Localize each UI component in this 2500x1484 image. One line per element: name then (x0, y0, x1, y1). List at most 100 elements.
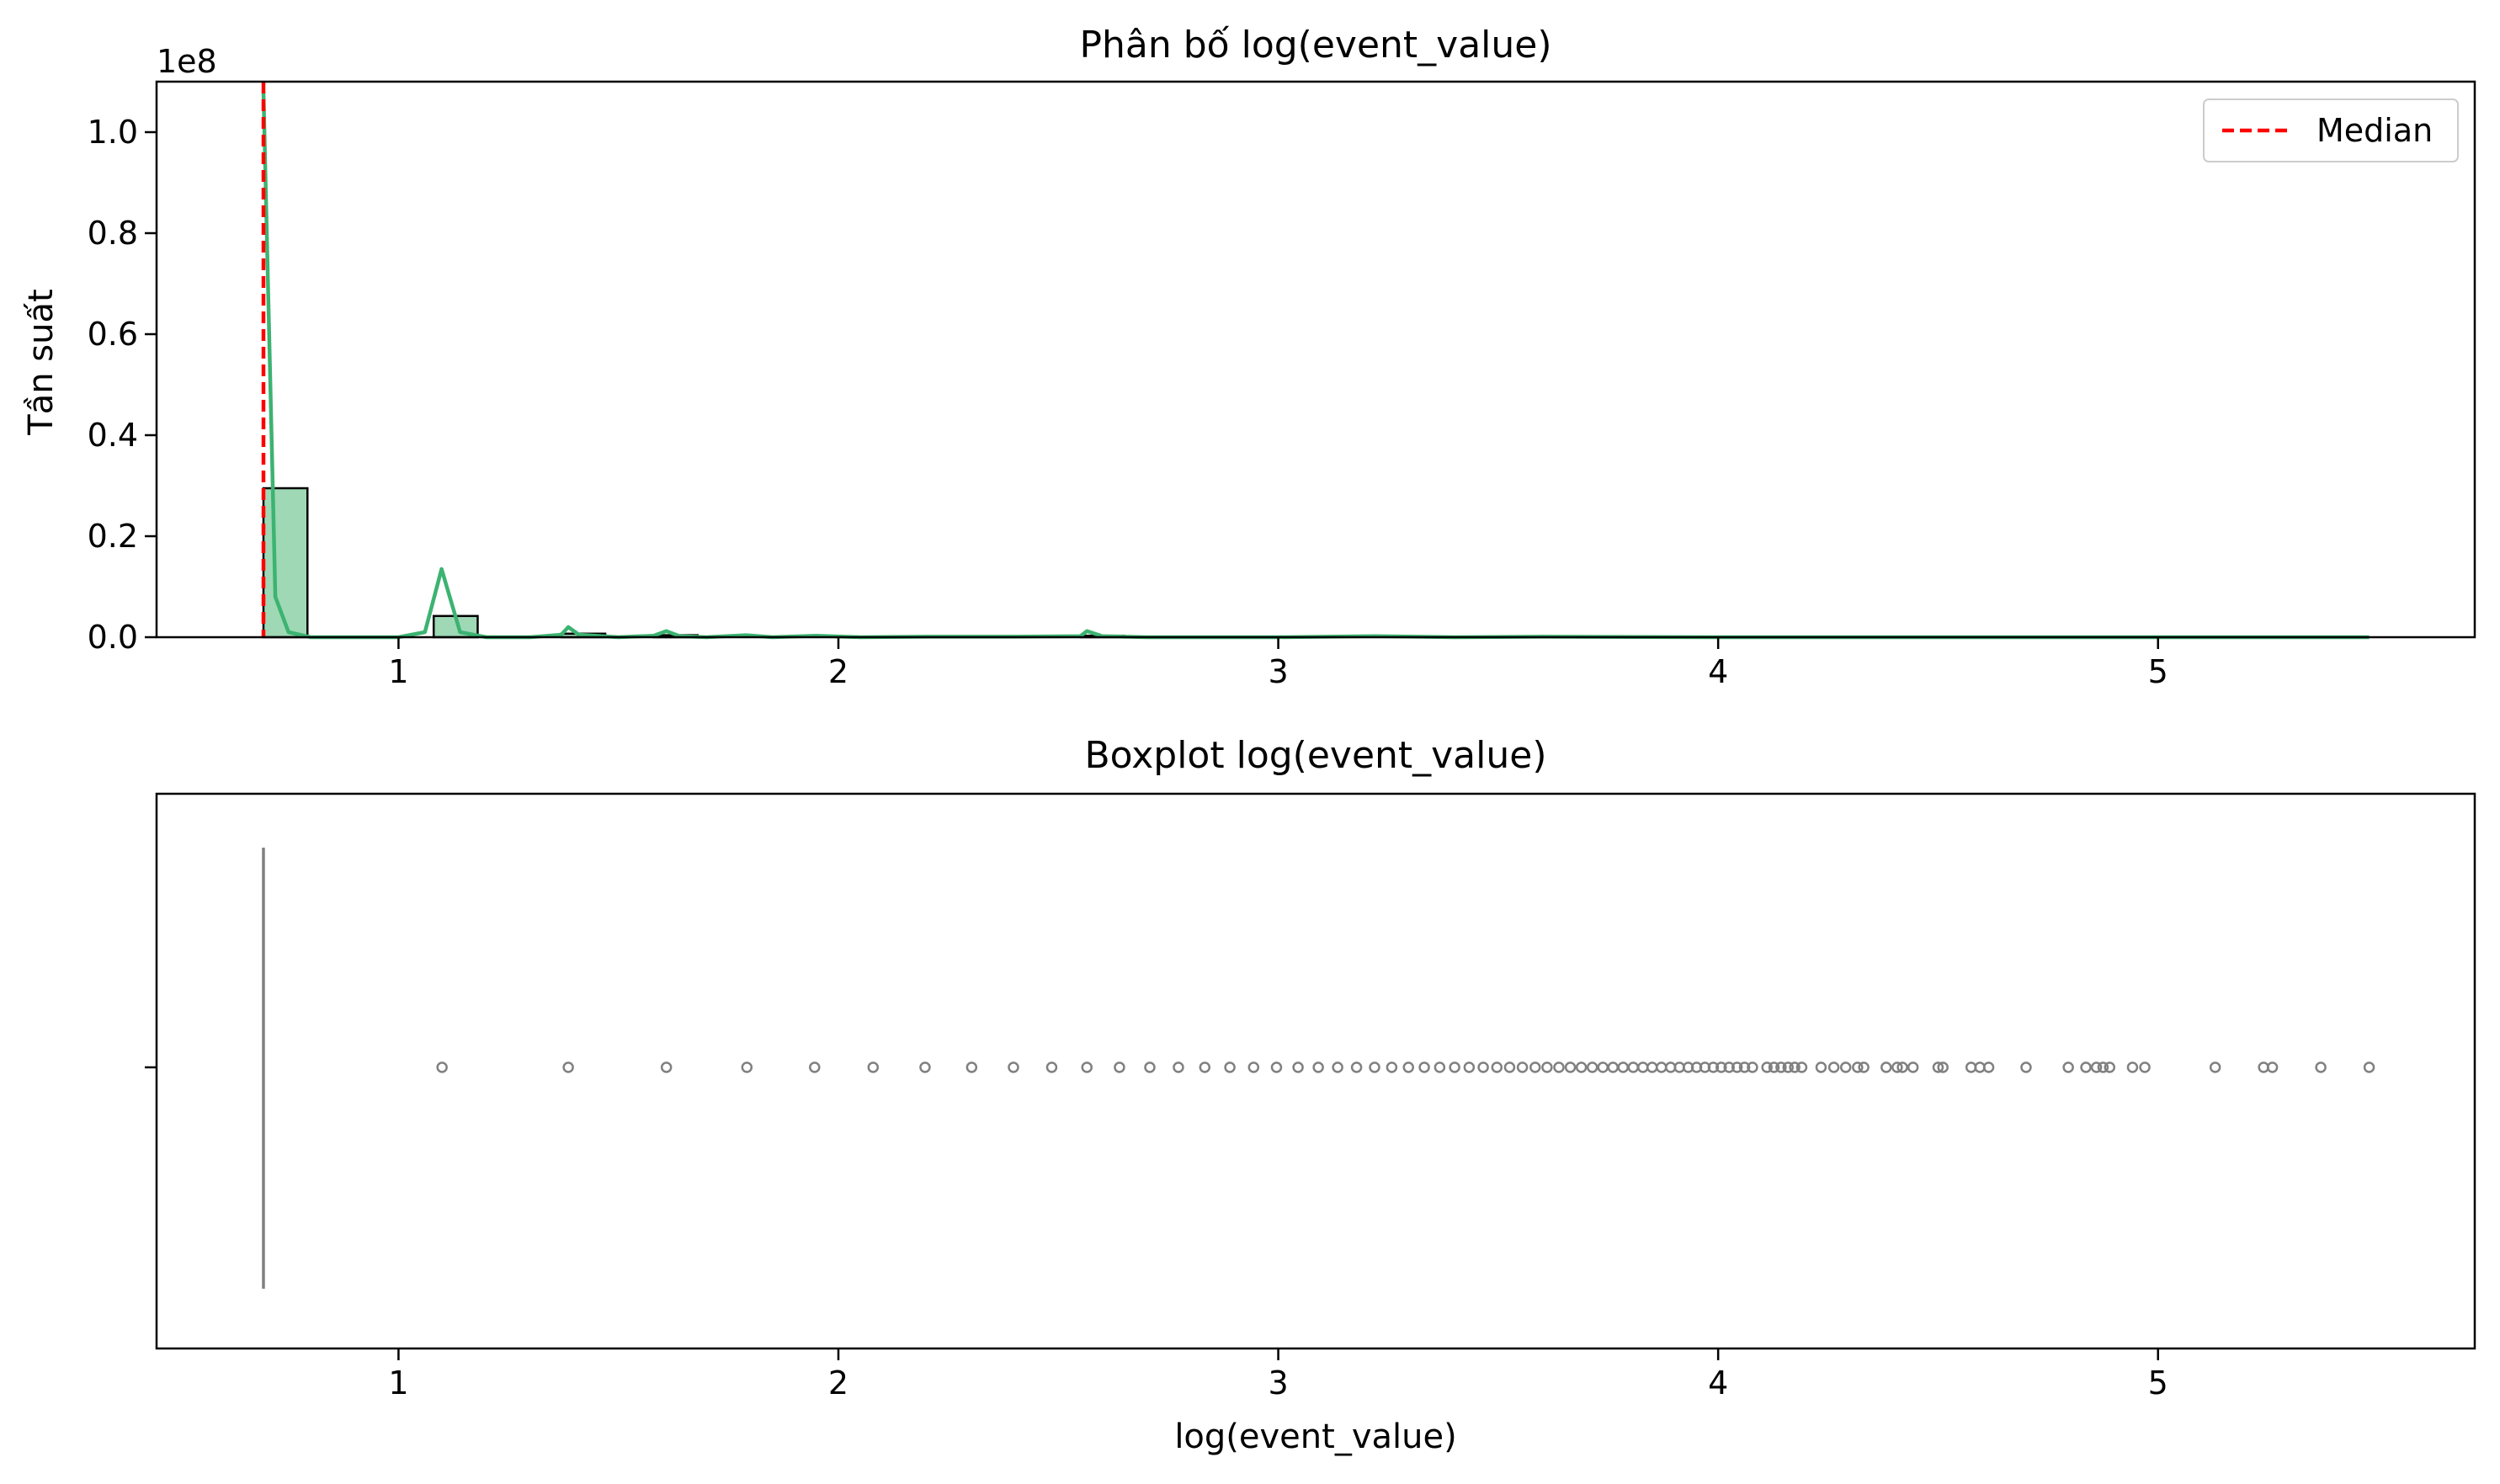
legend-box (2203, 98, 2459, 162)
outlier-point (1541, 1061, 1553, 1073)
outlier-point (1369, 1061, 1380, 1073)
outlier-point (1312, 1061, 1324, 1073)
outlier-point (1782, 1061, 1795, 1073)
outlier-point (1247, 1061, 1260, 1073)
x-tick-label: 4 (1708, 1364, 1728, 1402)
outlier-point (1081, 1061, 1093, 1073)
outlier-point (1008, 1061, 1019, 1073)
x-tick-label: 3 (1268, 653, 1288, 690)
x-tick-label: 1 (388, 653, 408, 690)
outlier-point (1731, 1061, 1743, 1073)
outlier-point (1114, 1061, 1125, 1073)
outlier-point (1386, 1061, 1398, 1073)
outlier-point (1761, 1061, 1773, 1073)
outlier-point (1768, 1061, 1780, 1073)
outlier-point (1564, 1061, 1577, 1073)
histogram-y-axis-label: Tần suất (22, 289, 61, 435)
histogram-y-ticks: 0.0 0.2 0.4 0.6 0.8 1.0 (88, 114, 157, 656)
outlier-point (1491, 1061, 1503, 1073)
kde-curve (261, 91, 2370, 640)
outlier-point (2080, 1061, 2092, 1073)
kde-curve-group (261, 91, 2370, 640)
outlier-point (1738, 1061, 1751, 1073)
outlier-point (562, 1061, 574, 1073)
outlier-point (1852, 1061, 1864, 1073)
boxplot-panel: Boxplot log(event_value) 1 2 3 4 5 log(event… (145, 734, 2476, 1456)
outlier-point (1627, 1061, 1640, 1073)
outlier-point (1982, 1061, 1995, 1073)
legend: Median (2203, 98, 2459, 162)
y-tick-label: 0.0 (88, 619, 138, 656)
outlier-point (1775, 1061, 1787, 1073)
outlier-point (1655, 1061, 1668, 1073)
outlier-point (2090, 1061, 2103, 1073)
outlier-point (1607, 1061, 1620, 1073)
outlier-point (1402, 1061, 1415, 1073)
outlier-point (1449, 1061, 1460, 1073)
x-tick-label: 1 (388, 1364, 408, 1402)
histogram-bars (262, 487, 1125, 639)
outlier-point (2104, 1061, 2116, 1073)
x-tick-label: 5 (2148, 653, 2168, 690)
outlier-point (2363, 1061, 2375, 1073)
outlier-point (1575, 1061, 1588, 1073)
outlier-point (2139, 1061, 2151, 1073)
outlier-point (1880, 1061, 1892, 1073)
outlier-point (1646, 1061, 1658, 1073)
outlier-point (1173, 1061, 1184, 1073)
outlier-point (1715, 1061, 1727, 1073)
outlier-point (2062, 1061, 2074, 1073)
outlier-point (2209, 1061, 2221, 1073)
outlier-point (1503, 1061, 1516, 1073)
boxplot-title: Boxplot log(event_value) (1084, 734, 1546, 777)
outlier-point (1516, 1061, 1529, 1073)
outlier-point (1418, 1061, 1430, 1073)
boxplot-x-axis-label: log(event_value) (1174, 1418, 1456, 1456)
outlier-point (1937, 1061, 1949, 1073)
x-tick-label: 3 (1268, 1364, 1288, 1402)
outlier-point (2020, 1061, 2032, 1073)
outlier-point (1332, 1061, 1343, 1073)
outlier-point (1350, 1061, 1363, 1073)
outlier-point (1723, 1061, 1735, 1073)
outlier-point (867, 1061, 880, 1073)
outlier-point (1896, 1061, 1908, 1073)
histogram-axes-frame (155, 80, 2476, 639)
outlier-point (965, 1061, 978, 1073)
y-offset-text: 1e8 (157, 43, 217, 80)
outlier-point (2097, 1061, 2109, 1073)
outlier-point (1827, 1061, 1840, 1073)
outlier-point (1789, 1061, 1801, 1073)
histogram-panel: Phân bố log(event_value) 1e8 Tần suất 1 2… (22, 24, 2476, 690)
outlier-point (1463, 1061, 1476, 1073)
outlier-point (1224, 1061, 1236, 1073)
outlier-point (436, 1061, 448, 1073)
outlier-point (1839, 1061, 1852, 1073)
y-tick-label: 0.4 (88, 417, 138, 454)
x-tick-label: 4 (1708, 653, 1728, 690)
outlier-point (1617, 1061, 1630, 1073)
outlier-point (1292, 1061, 1304, 1073)
outlier-point (2266, 1061, 2279, 1073)
outlier-point (919, 1061, 931, 1073)
outlier-point (1747, 1061, 1758, 1073)
outlier-point (1637, 1061, 1649, 1073)
outlier-point (1586, 1061, 1598, 1073)
x-tick-label: 2 (828, 1364, 848, 1402)
outlier-point (741, 1061, 753, 1073)
outlier-point (1907, 1061, 1919, 1073)
outlier-point (1891, 1061, 1903, 1073)
y-tick-label: 0.6 (88, 316, 138, 353)
histogram-bar (262, 487, 309, 639)
outlier-point (2315, 1061, 2327, 1073)
x-tick-label: 5 (2148, 1364, 2168, 1402)
outlier-point (1434, 1061, 1446, 1073)
outlier-point (1795, 1061, 1808, 1073)
outlier-point (660, 1061, 673, 1073)
outlier-point (1144, 1061, 1156, 1073)
outlier-point (1553, 1061, 1565, 1073)
outlier-point (1707, 1061, 1720, 1073)
y-tick-label: 0.2 (88, 518, 138, 555)
boxplot-x-ticks: 1 2 3 4 5 (388, 1348, 2168, 1402)
